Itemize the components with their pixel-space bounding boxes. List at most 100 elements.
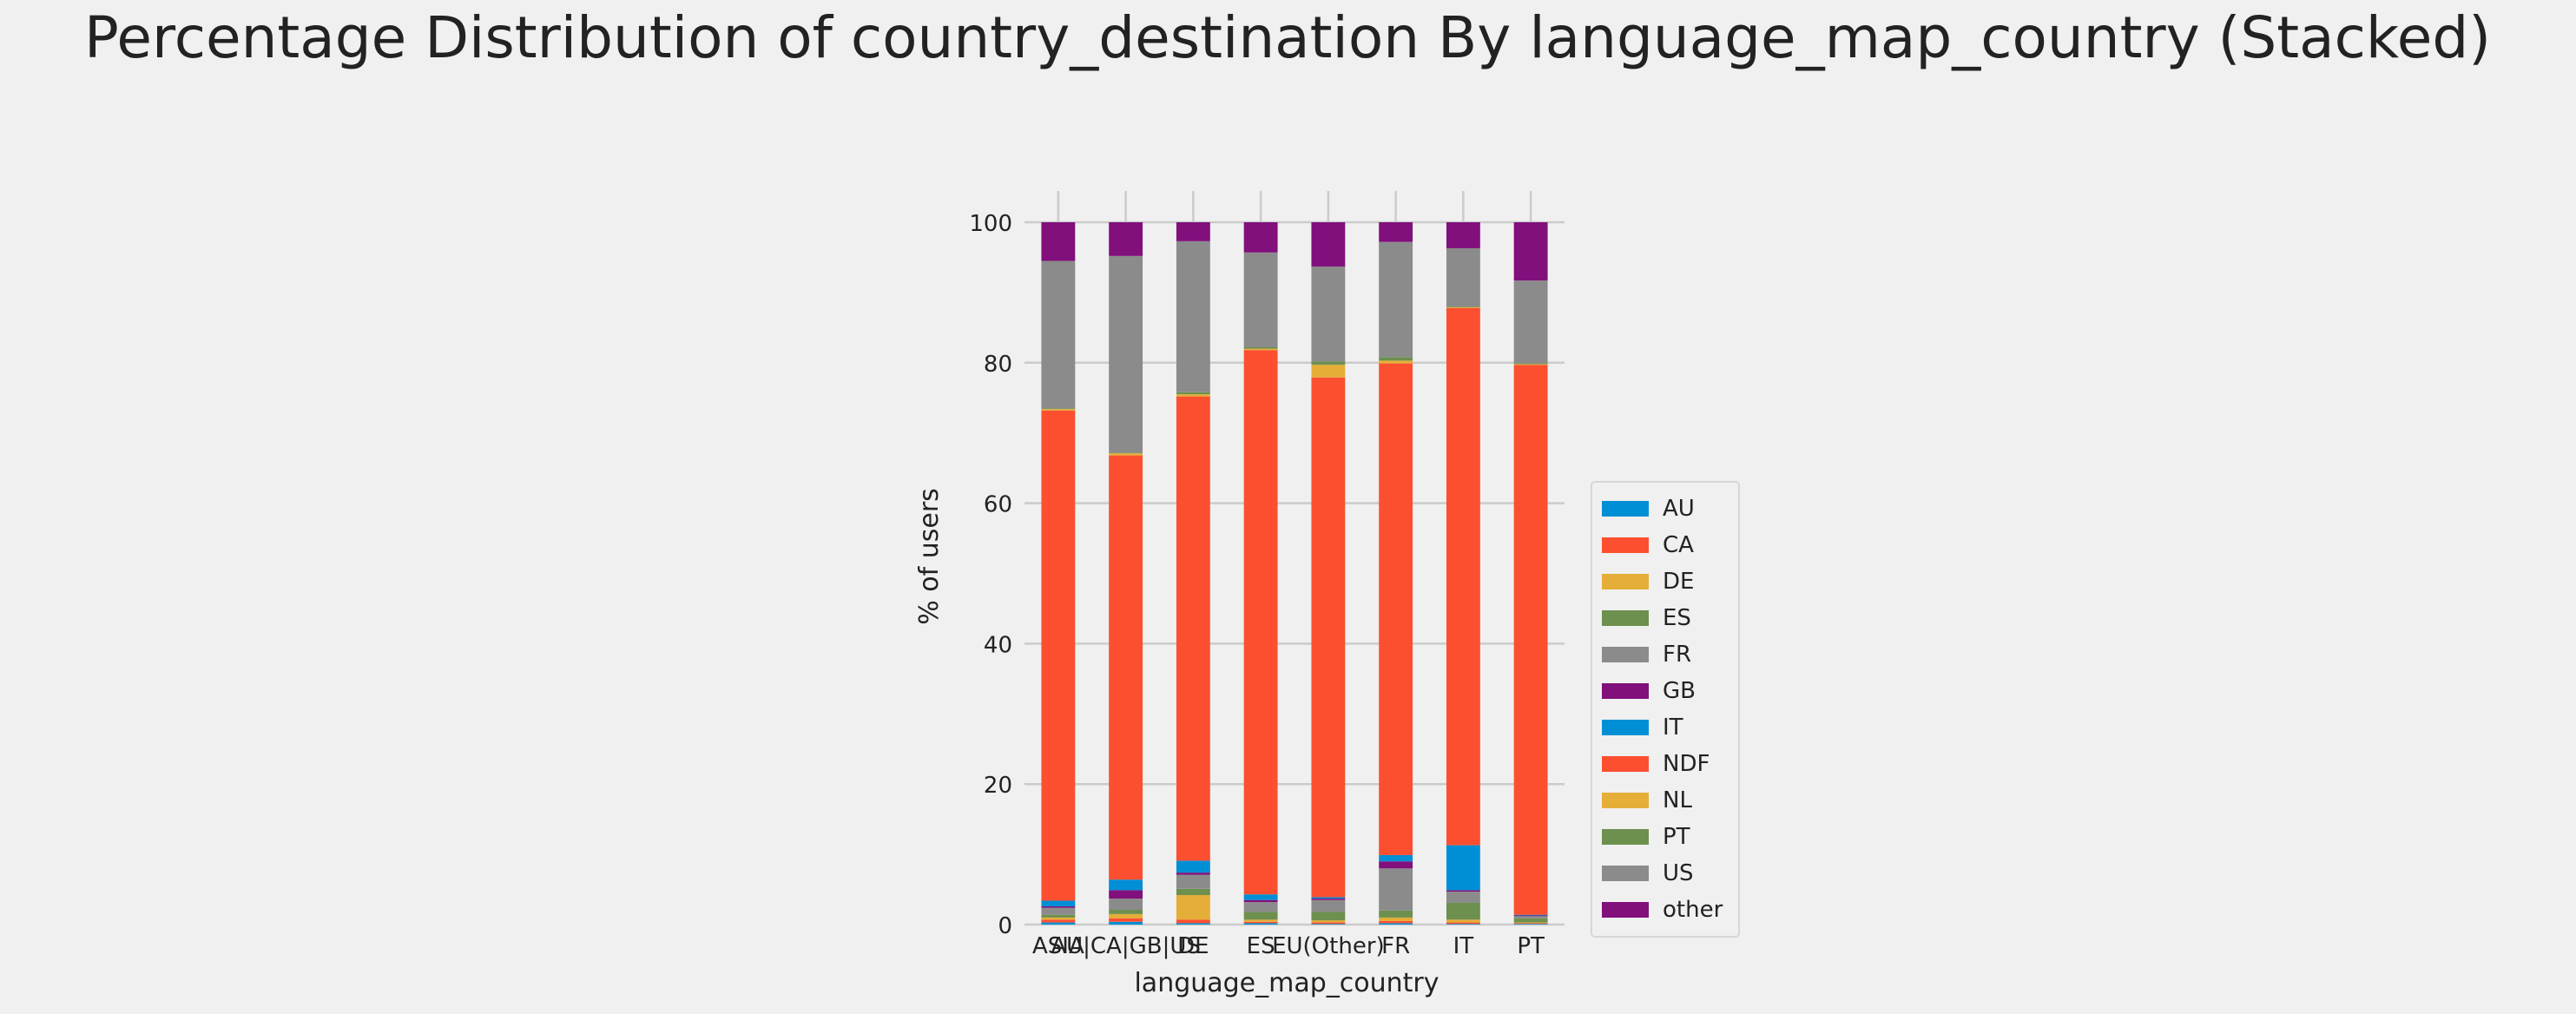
bar-segment-it — [1176, 860, 1210, 873]
bar-segment-other — [1243, 222, 1278, 253]
bar-segment-other — [1041, 222, 1076, 261]
bar-segment-es — [1109, 910, 1143, 914]
legend-swatch — [1602, 829, 1649, 845]
bar-segment-us — [1379, 241, 1413, 358]
bar-segment-other — [1176, 222, 1210, 241]
bar-segment-es — [1446, 902, 1480, 920]
x-tick-label: EU(Other) — [1272, 933, 1385, 959]
bar-segment-gb — [1176, 872, 1210, 875]
legend-label: NDF — [1663, 751, 1710, 777]
bar-segment-it — [1379, 854, 1413, 862]
y-tick-label: 0 — [998, 913, 1012, 939]
bar-segment-us — [1109, 255, 1143, 453]
legend-label: FR — [1663, 642, 1691, 668]
legend-swatch — [1602, 610, 1649, 626]
bar-segment-fr — [1176, 874, 1210, 889]
bar-segment-it — [1243, 894, 1278, 900]
y-axis-label: % of users — [914, 488, 945, 625]
bar-segment-ndf — [1379, 363, 1413, 855]
bar-segment-de — [1311, 920, 1346, 923]
legend-label: other — [1663, 897, 1723, 923]
bar-segment-us — [1513, 280, 1548, 364]
bar-segment-pt — [1176, 392, 1210, 395]
bar-segment-fr — [1243, 902, 1278, 912]
bar-segment-de — [1243, 919, 1278, 922]
legend-swatch — [1602, 537, 1649, 553]
bar-segment-gb — [1109, 890, 1143, 899]
legend-label: NL — [1663, 787, 1692, 813]
bar-segment-de — [1109, 913, 1143, 919]
x-axis-label: language_map_country — [1134, 968, 1439, 998]
legend-swatch — [1602, 683, 1649, 699]
y-tick-label: 60 — [984, 492, 1012, 518]
legend-label: DE — [1663, 569, 1694, 595]
bar-segment-gb — [1243, 899, 1278, 903]
bar-segment-au — [1379, 923, 1413, 925]
x-tick-label: ES — [1247, 933, 1275, 959]
bar-segment-ndf — [1311, 377, 1346, 898]
bar-segment-ca — [1379, 920, 1413, 924]
bar-segment-es — [1041, 914, 1076, 918]
bar-segment-nl — [1041, 409, 1076, 411]
bar-segment-ca — [1513, 923, 1548, 925]
bar-segment-nl — [1243, 348, 1278, 351]
x-tick-label: DE — [1177, 933, 1209, 959]
bar-segment-pt — [1109, 452, 1143, 454]
bar-segment-pt — [1513, 363, 1548, 365]
bar-segment-ndf — [1243, 350, 1278, 895]
x-tick-label: ASIA — [1032, 933, 1084, 959]
x-tick-label: PT — [1517, 933, 1545, 959]
legend-swatch — [1602, 756, 1649, 772]
bar-segment-it — [1513, 914, 1548, 916]
bar-segment-us — [1446, 247, 1480, 307]
bar-segment-de — [1176, 895, 1210, 920]
legend-label: GB — [1663, 678, 1696, 704]
legend: AU CA DE ES FR GB IT NDF NL PT US other — [1591, 481, 1740, 938]
x-tick-label: AU|CA|GB|US — [1051, 933, 1201, 959]
legend-swatch — [1602, 574, 1649, 589]
bar-segment-ca — [1041, 919, 1076, 923]
bar-segment-other — [1311, 222, 1346, 267]
bar-segment-pt — [1446, 306, 1480, 307]
legend-label: CA — [1663, 532, 1694, 558]
legend-swatch — [1602, 501, 1649, 517]
legend-box — [1591, 481, 1740, 938]
bar-segment-it — [1041, 900, 1076, 906]
bar-segment-gb — [1311, 899, 1346, 900]
bar-segment-nl — [1109, 453, 1143, 456]
y-tick-label: 40 — [984, 632, 1012, 658]
chart-title: Percentage Distribution of country_desti… — [84, 4, 2491, 71]
bar-segment-nl — [1513, 364, 1548, 365]
bar-segment-nl — [1379, 360, 1413, 364]
legend-swatch — [1602, 902, 1649, 918]
bar-segment-ca — [1109, 918, 1143, 922]
bar-segment-au — [1243, 923, 1278, 925]
bar-segment-es — [1243, 912, 1278, 920]
legend-swatch — [1602, 793, 1649, 808]
bar-segment-es — [1513, 918, 1548, 923]
bar-segment-other — [1513, 222, 1548, 281]
legend-swatch — [1602, 866, 1649, 881]
legend-label: ES — [1663, 605, 1691, 631]
y-tick-label: 100 — [969, 211, 1012, 237]
bar-segment-nl — [1176, 394, 1210, 397]
bar-segment-gb — [1041, 905, 1076, 908]
bar-segment-it — [1311, 897, 1346, 899]
bar-segment-us — [1311, 266, 1346, 362]
bar-segment-ndf — [1176, 396, 1210, 861]
bar-segment-de — [1446, 919, 1480, 923]
legend-label: AU — [1663, 496, 1695, 522]
legend-swatch — [1602, 720, 1649, 735]
bar-segment-fr — [1109, 899, 1143, 911]
bar-segment-ndf — [1109, 455, 1143, 880]
x-tick-label: IT — [1453, 933, 1474, 959]
legend-label: US — [1663, 860, 1694, 886]
y-tick-label: 80 — [984, 352, 1012, 378]
bar-segment-ca — [1311, 922, 1346, 925]
bar-segment-nl — [1311, 365, 1346, 378]
bar-segment-us — [1041, 260, 1076, 409]
bar-segment-ndf — [1446, 307, 1480, 846]
bar-segment-fr — [1311, 899, 1346, 912]
bar-segment-fr — [1446, 891, 1480, 903]
